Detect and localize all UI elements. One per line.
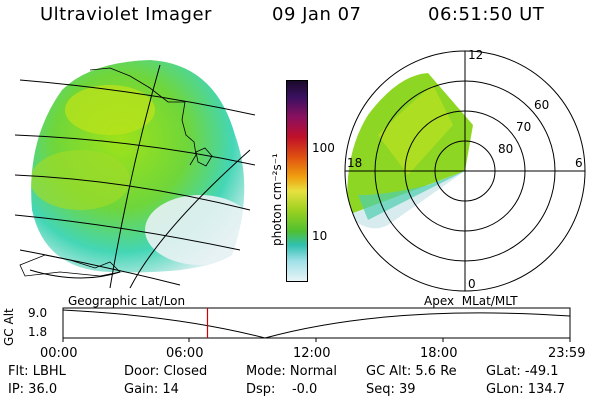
orbit-altitude-plot (62, 307, 571, 342)
instrument-title: Ultraviolet Imager (40, 4, 212, 25)
orbit-left-title: Geographic Lat/Lon (68, 294, 186, 308)
colorbar-unit-label: photon cm⁻²s⁻¹ (270, 153, 284, 246)
coastline (89, 67, 197, 166)
status-filter: Flt: LBHL (8, 364, 66, 379)
lat-label-60: 60 (534, 98, 549, 112)
orbit-x-tick-1200: 12:00 (293, 346, 331, 361)
status-glat: GLat: -49.1 (486, 364, 559, 379)
polar-aurora (347, 73, 473, 229)
orbit-y-tick-bottom: 1.8 (28, 325, 48, 339)
mlt-label-12: 12 (468, 48, 483, 62)
mlt-label-18: 18 (347, 156, 362, 170)
orbit-y-tick-top: 9.0 (28, 306, 48, 320)
colorbar-tick-100: 100 (312, 141, 335, 155)
date-label: 09 Jan 07 (272, 4, 362, 25)
status-gain: Gain: 14 (124, 382, 179, 397)
island-outline (195, 147, 213, 167)
orbit-x-tick-0000: 00:00 (40, 346, 78, 361)
orbit-x-tick-0600: 06:00 (166, 346, 204, 361)
status-dsp: Dsp: -0.0 (246, 382, 318, 397)
status-door: Door: Closed (124, 364, 208, 379)
geographic-image (14, 60, 256, 289)
status-glon: GLon: 134.7 (486, 382, 566, 397)
orbit-x-tick-1800: 18:00 (420, 346, 458, 361)
polar-plot: 12 18 6 0 60 70 80 (344, 48, 586, 292)
orbit-right-title: Apex MLat/MLT (424, 294, 518, 308)
altitude-curve (62, 309, 571, 339)
colorbar (286, 80, 308, 282)
lat-label-80: 80 (498, 142, 513, 156)
colorbar-tick-10: 10 (312, 229, 328, 243)
polar-grid (344, 50, 586, 292)
status-ip: IP: 36.0 (8, 382, 58, 397)
status-seq: Seq: 39 (366, 382, 416, 397)
orbit-x-ticks (62, 338, 571, 342)
time-label: 06:51:50 UT (428, 4, 545, 25)
lat-label-70: 70 (516, 120, 531, 134)
orbit-x-tick-2359: 23:59 (548, 346, 586, 361)
mlt-label-0: 0 (468, 277, 476, 291)
status-mode: Mode: Normal (246, 364, 337, 379)
status-gc-alt: GC Alt: 5.6 Re (366, 364, 457, 379)
mlt-label-6: 6 (575, 156, 583, 170)
coastline-south (19, 254, 121, 277)
